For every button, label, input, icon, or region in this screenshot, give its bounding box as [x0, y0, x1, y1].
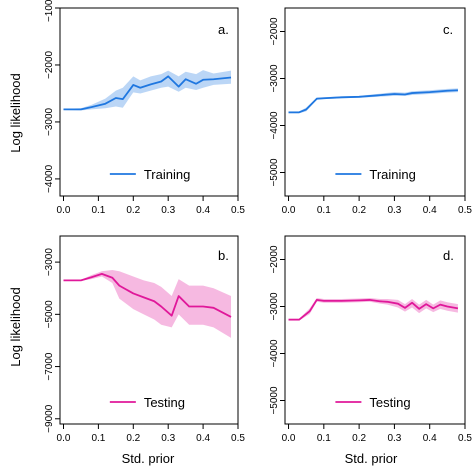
panel-b-ylabel: Log likelihood [8, 287, 23, 367]
panel-b-xtick-label: 0.1 [91, 433, 105, 444]
panel-d-ytick-label: −3000 [269, 292, 280, 321]
panel-a-ylabel: Log likelihood [8, 73, 23, 153]
panel-b: Log likelihood Std. prior b. 0.0 0.1 0.2 0.… [8, 235, 245, 466]
panel-d-xtick-label: 0.3 [387, 433, 401, 444]
panel-b-series-line [63, 272, 232, 318]
panel-c-xtick-label: 0.2 [352, 205, 366, 216]
panel-a-frame [59, 7, 239, 197]
panel-a-xtick-label: 0.3 [161, 205, 175, 216]
panel-a-series-line [63, 75, 232, 111]
panel-c-frame [284, 7, 466, 197]
panel-c-legend-label: Training [369, 167, 415, 182]
panel-d-xtick-label: 0.1 [317, 433, 331, 444]
panel-c: c. 0.0 0.1 0.2 0.3 0.4 0.5 −2000 −3000 −4000 −500… [269, 7, 472, 216]
panel-b-ytick-label: −9000 [44, 404, 55, 433]
panel-b-xtick-label: 0.4 [196, 433, 210, 444]
panel-d: Std. prior d. 0.0 0.1 0.2 0.3 0.4 0.5 −2000 −30… [269, 235, 472, 466]
panel-d-xtick-label: 0.0 [282, 433, 296, 444]
panel-c-ytick-label: −5000 [269, 158, 280, 187]
panel-b-ytick-label: −5000 [44, 300, 55, 329]
panel-c-ytick-label: −3000 [269, 64, 280, 93]
panel-a-ytick-label: −2000 [44, 50, 55, 79]
panel-c-ytick-label: −4000 [269, 111, 280, 140]
panel-a-xtick-label: 0.0 [57, 205, 71, 216]
panel-d-xtick-label: 0.5 [458, 433, 472, 444]
panel-b-xtick-label: 0.0 [57, 433, 71, 444]
panel-d-confidence-band [288, 298, 458, 321]
panel-a-ytick-label: −1000 [44, 0, 55, 22]
panel-a-xtick-label: 0.2 [126, 205, 140, 216]
panel-a-ytick-label: −4000 [44, 164, 55, 193]
panel-c-ytick-label: −2000 [269, 17, 280, 46]
panel-d-legend-label: Testing [369, 395, 410, 410]
panel-d-frame [284, 235, 466, 425]
panel-b-xtick-label: 0.2 [126, 433, 140, 444]
panel-a-ytick-label: −3000 [44, 107, 55, 136]
panel-c-label: c. [443, 22, 453, 37]
panel-b-ytick-label: −7000 [44, 352, 55, 381]
panel-d-xlabel: Std. prior [345, 451, 398, 466]
panel-b-label: b. [218, 248, 229, 263]
panel-a-legend-label: Training [144, 167, 190, 182]
panel-b-legend-label: Testing [144, 395, 185, 410]
panel-d-xtick-label: 0.4 [423, 433, 437, 444]
panel-c-xtick-label: 0.3 [387, 205, 401, 216]
panel-d-series-line [288, 299, 459, 321]
panel-c-xtick-label: 0.4 [423, 205, 437, 216]
panel-d-ytick-label: −4000 [269, 339, 280, 368]
panel-a-label: a. [218, 22, 229, 37]
panel-a-xtick-label: 0.4 [196, 205, 210, 216]
panel-b-xtick-label: 0.3 [161, 433, 175, 444]
panel-a: Log likelihood a. 0.0 0.1 0.2 0.3 0.4 0.5 −100… [8, 0, 245, 216]
panel-d-label: d. [443, 248, 454, 263]
panel-d-xtick-label: 0.2 [352, 433, 366, 444]
panel-a-xtick-label: 0.5 [231, 205, 245, 216]
panel-a-xtick-label: 0.1 [91, 205, 105, 216]
panel-b-xtick-label: 0.5 [231, 433, 245, 444]
panel-b-frame [59, 235, 239, 425]
panel-d-ytick-label: −2000 [269, 245, 280, 274]
panel-a-confidence-band [63, 70, 232, 111]
panel-c-series-line [288, 89, 458, 114]
panel-c-confidence-band [288, 88, 458, 114]
panel-b-confidence-band [63, 269, 232, 338]
panel-c-xtick-label: 0.5 [458, 205, 472, 216]
panel-c-xtick-label: 0.0 [282, 205, 296, 216]
panel-b-xlabel: Std. prior [122, 451, 175, 466]
panel-c-xtick-label: 0.1 [317, 205, 331, 216]
panel-b-ytick-label: −3000 [44, 248, 55, 277]
panel-d-ytick-label: −5000 [269, 386, 280, 415]
